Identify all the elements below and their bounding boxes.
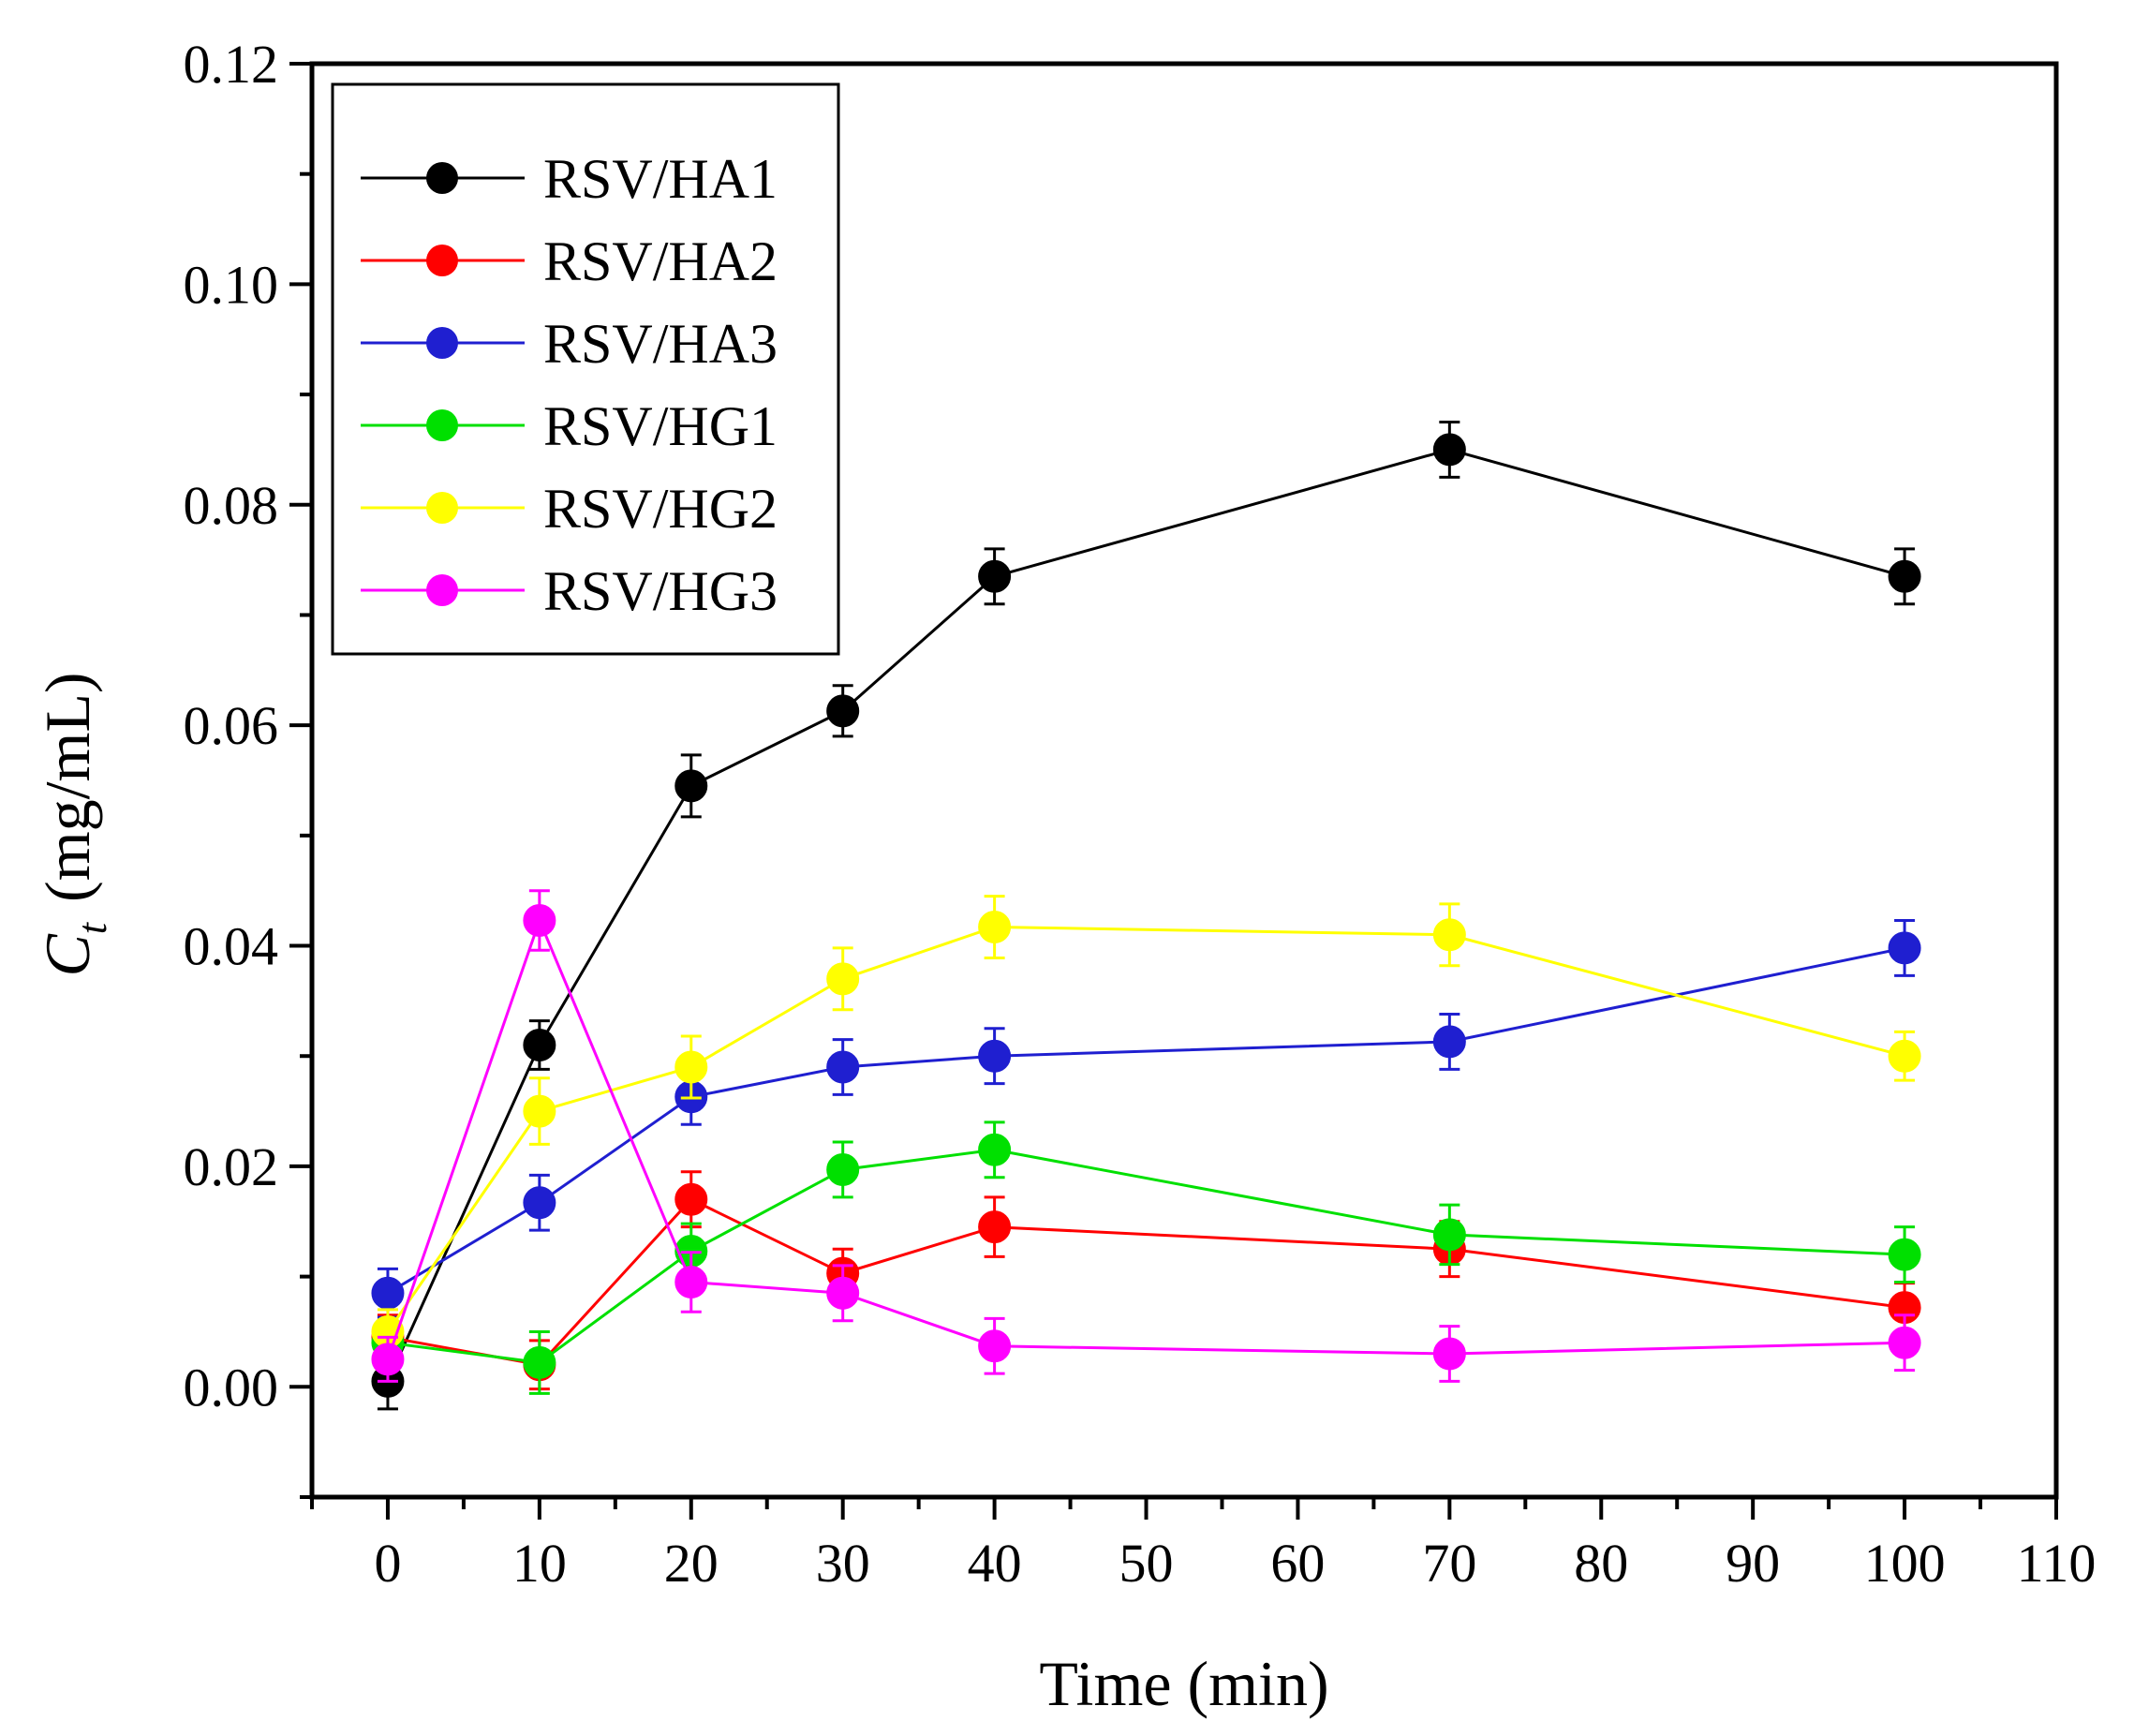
legend-item: RSV/HG1 <box>361 395 778 457</box>
data-point <box>1432 433 1466 467</box>
legend-label: RSV/HA2 <box>543 230 778 292</box>
series-layer <box>371 421 1921 1411</box>
data-point <box>1888 1039 1921 1073</box>
x-tick-label: 0 <box>374 1533 401 1594</box>
y-tick-label: 0.06 <box>184 695 279 756</box>
x-tick-label: 70 <box>1422 1533 1476 1594</box>
x-axis-ticks: 0 10 20 30 40 50 60 70 80 90 100 110 <box>310 1497 2097 1594</box>
x-tick-label: 80 <box>1574 1533 1628 1594</box>
legend-item: RSV/HA3 <box>361 313 778 375</box>
legend-label: RSV/HA3 <box>543 313 778 375</box>
data-point <box>523 1094 556 1128</box>
y-axis-title-unit: (mg/mL) <box>32 672 103 902</box>
y-tick-label: 0.00 <box>184 1357 279 1417</box>
legend-label: RSV/HG1 <box>543 395 778 457</box>
data-point <box>826 962 860 996</box>
data-point <box>674 1050 708 1084</box>
x-tick-label: 60 <box>1270 1533 1325 1594</box>
legend-items: RSV/HA1 RSV/HA2 RSV/HA3 RSV/HG1 RSV/HG2 RSV/H… <box>361 148 778 622</box>
y-axis-title-symbol: C <box>32 934 103 977</box>
legend-marker <box>426 162 458 194</box>
data-point <box>826 694 860 728</box>
x-tick-label: 10 <box>512 1533 567 1594</box>
legend-item: RSV/HG2 <box>361 478 778 540</box>
x-tick-label: 50 <box>1119 1533 1174 1594</box>
x-tick-label: 100 <box>1864 1533 1946 1594</box>
legend-item: RSV/HG3 <box>361 560 778 622</box>
y-tick-label: 0.12 <box>184 34 279 95</box>
data-point <box>978 911 1012 944</box>
data-point <box>371 1343 405 1376</box>
data-point <box>978 1133 1012 1166</box>
legend-label: RSV/HA1 <box>543 148 778 210</box>
x-tick-label: 90 <box>1726 1533 1780 1594</box>
series-rsv-hg2 <box>371 895 1921 1356</box>
data-point <box>523 1345 556 1379</box>
series-rsv-hg3 <box>371 889 1921 1383</box>
x-tick-label: 40 <box>968 1533 1022 1594</box>
y-tick-label: 0.10 <box>184 254 279 315</box>
legend-marker <box>426 327 458 359</box>
legend: RSV/HA1 RSV/HA2 RSV/HA3 RSV/HG1 RSV/HG2 RSV/H… <box>331 82 840 656</box>
plot-frame <box>309 61 2059 1500</box>
data-point <box>1888 559 1921 593</box>
data-point <box>523 1028 556 1061</box>
y-tick-label: 0.04 <box>184 916 279 977</box>
data-point <box>978 1329 1012 1363</box>
y-tick-label: 0.08 <box>184 475 279 536</box>
data-point <box>1432 1218 1466 1252</box>
x-axis-title: Time (min) <box>1039 1648 1328 1719</box>
x-tick-label: 30 <box>816 1533 870 1594</box>
data-point <box>674 1266 708 1298</box>
data-point <box>1432 918 1466 952</box>
data-point <box>978 1039 1012 1073</box>
data-point <box>1432 1337 1466 1371</box>
y-axis-ticks: 0.00 0.02 0.04 0.06 0.08 0.10 0.12 <box>184 34 312 1499</box>
data-point <box>674 1182 708 1216</box>
data-point <box>674 769 708 803</box>
data-point <box>523 1186 556 1220</box>
data-point <box>826 1276 860 1310</box>
legend-marker <box>426 245 458 276</box>
data-point <box>371 1276 405 1310</box>
data-point <box>1432 1025 1466 1059</box>
series-rsv-ha1 <box>371 421 1921 1411</box>
y-axis-title: Ct (mg/mL) <box>32 672 115 976</box>
legend-label: RSV/HG3 <box>543 560 778 622</box>
data-point <box>523 903 556 937</box>
data-point <box>1888 931 1921 965</box>
data-point <box>826 1050 860 1084</box>
data-point <box>978 1210 1012 1244</box>
x-tick-label: 20 <box>664 1533 719 1594</box>
x-tick-label: 110 <box>2017 1533 2097 1594</box>
legend-marker <box>426 492 458 524</box>
legend-box <box>331 82 840 656</box>
series-rsv-ha3 <box>371 918 1921 1319</box>
y-axis-title-subscript: t <box>69 921 115 934</box>
data-point <box>978 559 1012 593</box>
data-point <box>1888 1326 1921 1359</box>
legend-marker <box>426 574 458 606</box>
legend-item: RSV/HA1 <box>361 148 778 210</box>
data-point <box>826 1152 860 1186</box>
data-point <box>1888 1238 1921 1271</box>
legend-marker <box>426 409 458 441</box>
legend-item: RSV/HA2 <box>361 230 778 292</box>
y-tick-label: 0.02 <box>184 1136 279 1197</box>
legend-label: RSV/HG2 <box>543 478 778 540</box>
